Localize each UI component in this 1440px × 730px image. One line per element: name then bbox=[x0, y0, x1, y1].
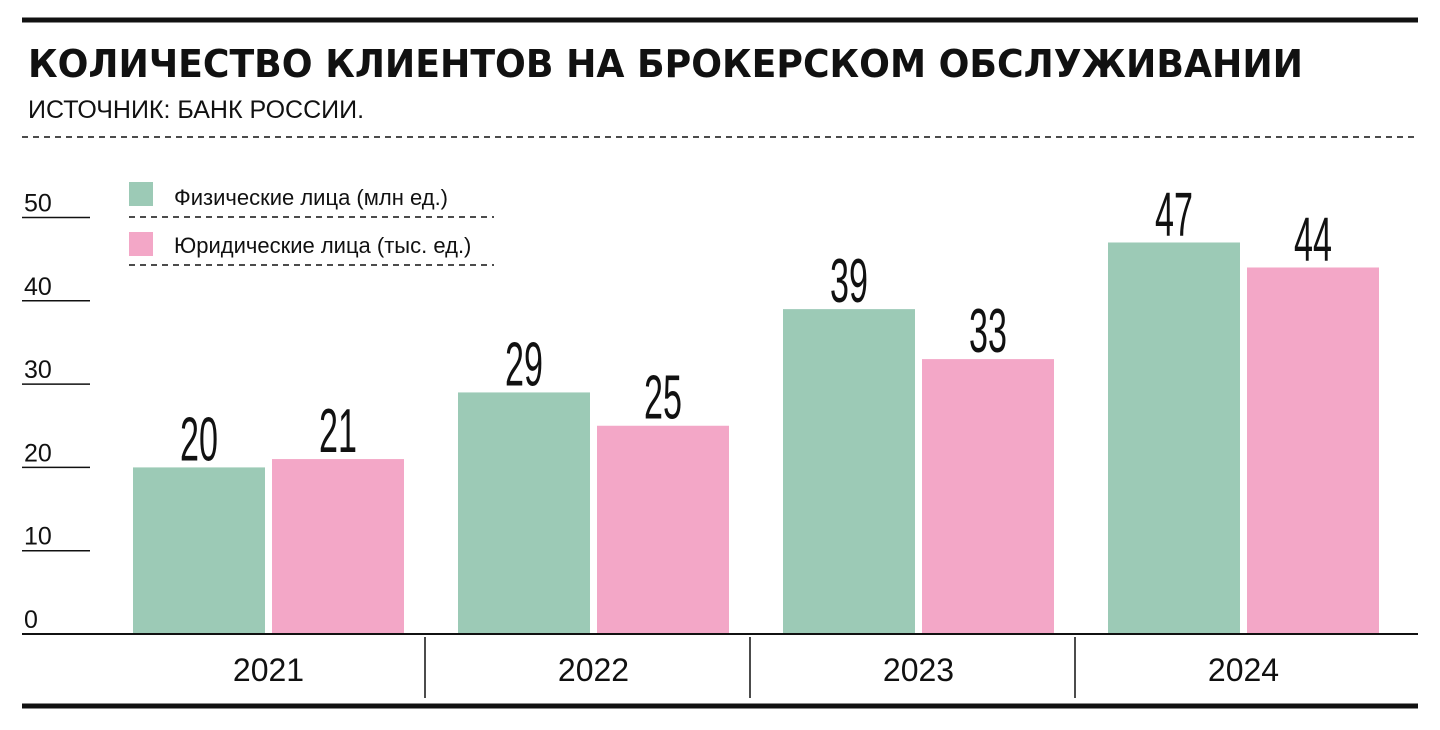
data-label: 20 bbox=[180, 405, 218, 474]
bar-physical-2022 bbox=[458, 392, 590, 634]
legend: Физические лица (млн ед.) Юридические ли… bbox=[129, 182, 494, 266]
y-tick-label: 10 bbox=[24, 523, 52, 551]
y-axis: 0 10 20 30 40 50 bbox=[22, 190, 90, 634]
bars bbox=[133, 242, 1379, 635]
legend-swatch-physical bbox=[129, 182, 153, 206]
data-label: 47 bbox=[1155, 180, 1193, 249]
legend-label-physical: Физические лица (млн ед.) bbox=[174, 185, 448, 210]
x-tick-label: 2021 bbox=[233, 652, 304, 688]
bar-legal-2024 bbox=[1247, 267, 1379, 634]
data-label: 25 bbox=[644, 363, 682, 432]
bar-legal-2022 bbox=[597, 425, 729, 634]
bar-legal-2023 bbox=[922, 359, 1054, 634]
y-tick-label: 30 bbox=[24, 356, 52, 384]
chart-subtitle: ИСТОЧНИК: БАНК РОССИИ. bbox=[28, 96, 364, 124]
bar-legal-2021 bbox=[272, 459, 404, 634]
bar-physical-2024 bbox=[1108, 242, 1240, 635]
legend-label-legal: Юридические лица (тыс. ед.) bbox=[174, 233, 471, 258]
bar-physical-2021 bbox=[133, 467, 265, 634]
y-tick-label: 20 bbox=[24, 439, 52, 467]
y-tick-label: 0 bbox=[24, 606, 38, 634]
x-axis: 2021 2022 2023 2024 bbox=[233, 637, 1279, 698]
y-tick-label: 40 bbox=[24, 273, 52, 301]
data-label: 21 bbox=[319, 396, 357, 465]
y-tick-label: 50 bbox=[24, 190, 52, 218]
data-label: 29 bbox=[505, 330, 543, 399]
data-labels: 20 21 29 25 39 33 47 44 bbox=[180, 180, 1332, 474]
x-tick-label: 2022 bbox=[558, 652, 629, 688]
chart-title: КОЛИЧЕСТВО КЛИЕНТОВ НА БРОКЕРСКОМ ОБСЛУЖ… bbox=[28, 42, 1303, 86]
data-label: 39 bbox=[830, 246, 868, 315]
x-tick-label: 2024 bbox=[1208, 652, 1279, 688]
bar-physical-2023 bbox=[783, 309, 915, 634]
legend-swatch-legal bbox=[129, 232, 153, 256]
data-label: 44 bbox=[1294, 205, 1332, 274]
data-label: 33 bbox=[969, 296, 1007, 365]
x-tick-label: 2023 bbox=[883, 652, 954, 688]
